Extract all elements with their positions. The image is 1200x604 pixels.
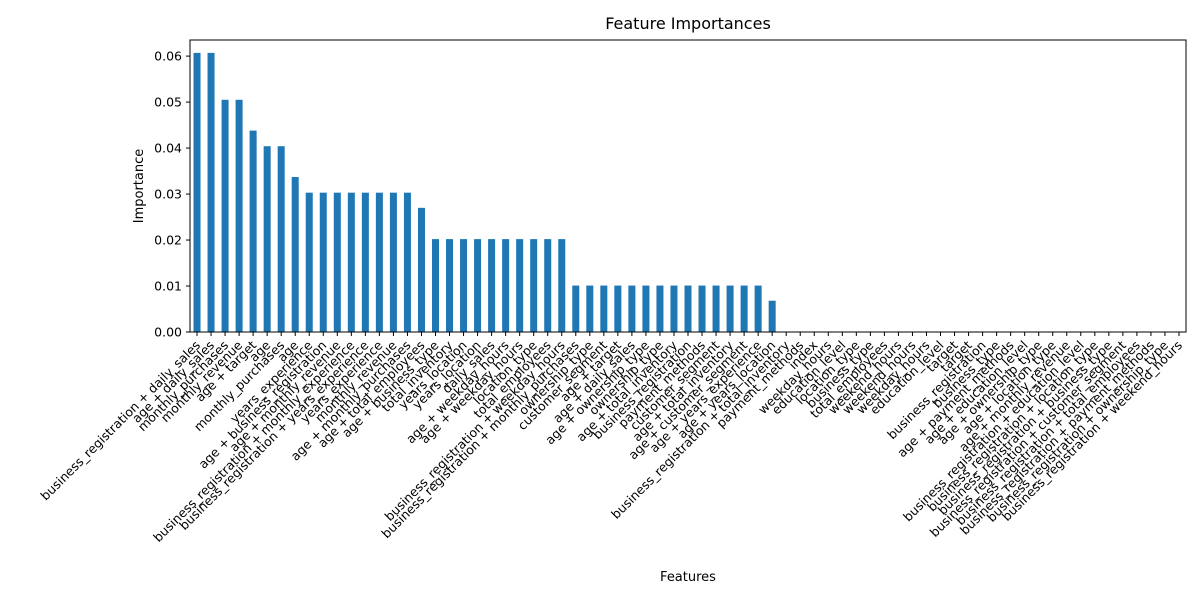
bar [628, 285, 636, 332]
bar [417, 207, 425, 332]
bar [614, 285, 622, 332]
bar [291, 177, 299, 332]
bar [502, 239, 510, 332]
bar [642, 285, 650, 332]
bar [249, 130, 257, 332]
bars-layer [193, 52, 776, 332]
bar [235, 99, 243, 332]
bar [754, 285, 762, 332]
bar [389, 192, 397, 332]
plot-frame [189, 39, 1187, 333]
bar [516, 239, 524, 332]
bar [544, 239, 552, 332]
bar [361, 192, 369, 332]
bar [207, 52, 215, 332]
y-tick-label: 0.00 [154, 325, 182, 340]
bar [530, 239, 538, 332]
bar [319, 192, 327, 332]
chart-title: Feature Importances [605, 14, 771, 33]
bar [726, 285, 734, 332]
bar [263, 146, 271, 332]
bar [768, 300, 776, 332]
bar [403, 192, 411, 332]
y-tick-label: 0.06 [154, 49, 182, 64]
bar [446, 239, 454, 332]
bar [670, 285, 678, 332]
bar [488, 239, 496, 332]
y-axis-ticks: 0.00 0.01 0.02 0.03 0.04 0.05 0.06 [154, 49, 190, 340]
bar [221, 99, 229, 332]
y-tick-label: 0.05 [154, 95, 182, 110]
bar [460, 239, 468, 332]
y-tick-label: 0.03 [154, 187, 182, 202]
x-tick-label: business_registration + daily_sales [37, 338, 203, 504]
y-axis-label: Importance [132, 149, 147, 224]
bar [684, 285, 692, 332]
bar [431, 239, 439, 332]
bar [656, 285, 664, 332]
bar [277, 146, 285, 332]
bar [558, 239, 566, 332]
y-tick-label: 0.04 [154, 141, 182, 156]
bar [600, 285, 608, 332]
bar [193, 52, 201, 332]
bar [572, 285, 580, 332]
bar [474, 239, 482, 332]
bar [333, 192, 341, 332]
bar [305, 192, 313, 332]
x-axis-label: Features [660, 570, 716, 585]
bar [347, 192, 355, 332]
y-tick-label: 0.01 [154, 279, 182, 294]
bar [586, 285, 594, 332]
bar [698, 285, 706, 332]
bar [375, 192, 383, 332]
bar [712, 285, 720, 332]
y-tick-label: 0.02 [154, 233, 182, 248]
bar [740, 285, 748, 332]
